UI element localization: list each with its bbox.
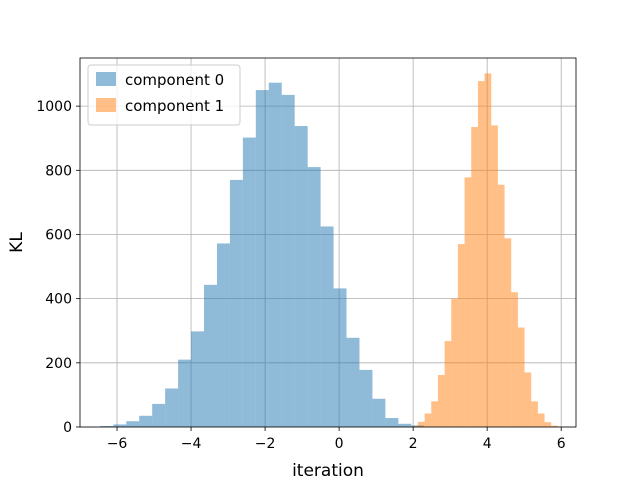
legend-swatch-component-1 [96, 98, 116, 112]
y-tick-label: 0 [63, 420, 72, 436]
histogram-bars [100, 73, 558, 428]
histogram-bar-component-1 [431, 401, 438, 427]
histogram-bar-component-0 [398, 423, 412, 427]
y-tick-label: 800 [45, 163, 72, 179]
histogram-bar-component-0 [307, 167, 321, 428]
x-tick-label: −2 [255, 436, 276, 452]
histogram-bar-component-0 [242, 137, 256, 427]
histogram-bar-component-1 [537, 413, 545, 427]
histogram-bar-component-1 [477, 81, 485, 428]
histogram-bar-component-0 [152, 403, 166, 427]
histogram-bar-component-1 [491, 125, 498, 428]
legend-label-component-1: component 1 [125, 97, 224, 115]
histogram-bar-component-0 [139, 415, 153, 427]
histogram-bar-component-0 [281, 94, 295, 428]
histogram-bar-component-1 [517, 327, 525, 427]
histogram-bar-component-0 [165, 388, 179, 427]
histogram-bar-component-1 [417, 421, 425, 427]
x-tick-label: 4 [483, 436, 492, 452]
histogram-bar-component-0 [268, 82, 282, 427]
histogram-bar-component-1 [484, 73, 492, 428]
legend-box [87, 64, 241, 126]
histogram-bar-component-1 [504, 238, 512, 427]
histogram-bar-component-1 [551, 425, 558, 427]
histogram-bar-component-1 [451, 298, 458, 427]
axes-frame [79, 57, 577, 428]
histogram-bar-component-0 [204, 284, 217, 427]
histogram-bar-component-1 [524, 372, 532, 427]
legend-swatch-component-0 [96, 72, 116, 86]
histogram-bar-component-1 [411, 426, 418, 427]
plot-frame [79, 57, 577, 428]
histogram-bar-component-0 [229, 179, 243, 427]
histogram-bar-component-1 [531, 401, 538, 427]
histogram-bar-component-0 [333, 288, 347, 427]
x-tick-label: 6 [557, 436, 566, 452]
histogram-bar-component-1 [437, 375, 445, 427]
axis-ticks: −6 −4 −2 0 2 4 6 0 200 400 600 800 1000 [36, 99, 565, 452]
histogram-bar-component-0 [294, 126, 308, 427]
histogram-bar-component-0 [359, 369, 373, 427]
histogram-bar-component-0 [100, 426, 114, 427]
y-tick-label: 600 [45, 227, 72, 243]
x-tick-label: −4 [181, 436, 202, 452]
histogram-bar-component-0 [385, 418, 399, 427]
histogram-bar-component-1 [444, 341, 452, 427]
histogram-bar-component-0 [178, 359, 192, 427]
histogram-bar-component-1 [471, 126, 478, 428]
histogram-bar-component-0 [113, 424, 127, 427]
y-tick-label: 400 [45, 292, 72, 308]
histogram-bar-component-1 [457, 244, 465, 427]
histogram-bar-component-1 [464, 177, 472, 427]
histogram-bar-component-0 [126, 421, 140, 427]
y-tick-label: 1000 [36, 99, 72, 115]
x-axis-label: iteration [292, 461, 364, 480]
legend-label-component-0: component 0 [125, 71, 224, 89]
histogram-bar-component-1 [511, 292, 518, 427]
histogram-bar-component-0 [346, 337, 360, 427]
x-tick-label: 0 [335, 436, 344, 452]
histogram-bar-component-0 [372, 398, 386, 427]
histogram-bar-component-0 [216, 243, 230, 427]
x-tick-label: −6 [107, 436, 128, 452]
y-tick-label: 200 [45, 356, 72, 372]
histogram-bar-component-0 [320, 226, 334, 427]
histogram-bar-component-0 [255, 90, 269, 427]
legend: component 0 component 1 [87, 64, 241, 126]
y-axis-label: KL [7, 232, 27, 253]
x-tick-label: 2 [409, 436, 418, 452]
histogram-bar-component-1 [424, 413, 432, 427]
histogram-bar-component-1 [497, 184, 505, 427]
histogram-bar-component-0 [191, 331, 204, 427]
histogram-bar-component-1 [544, 422, 552, 427]
